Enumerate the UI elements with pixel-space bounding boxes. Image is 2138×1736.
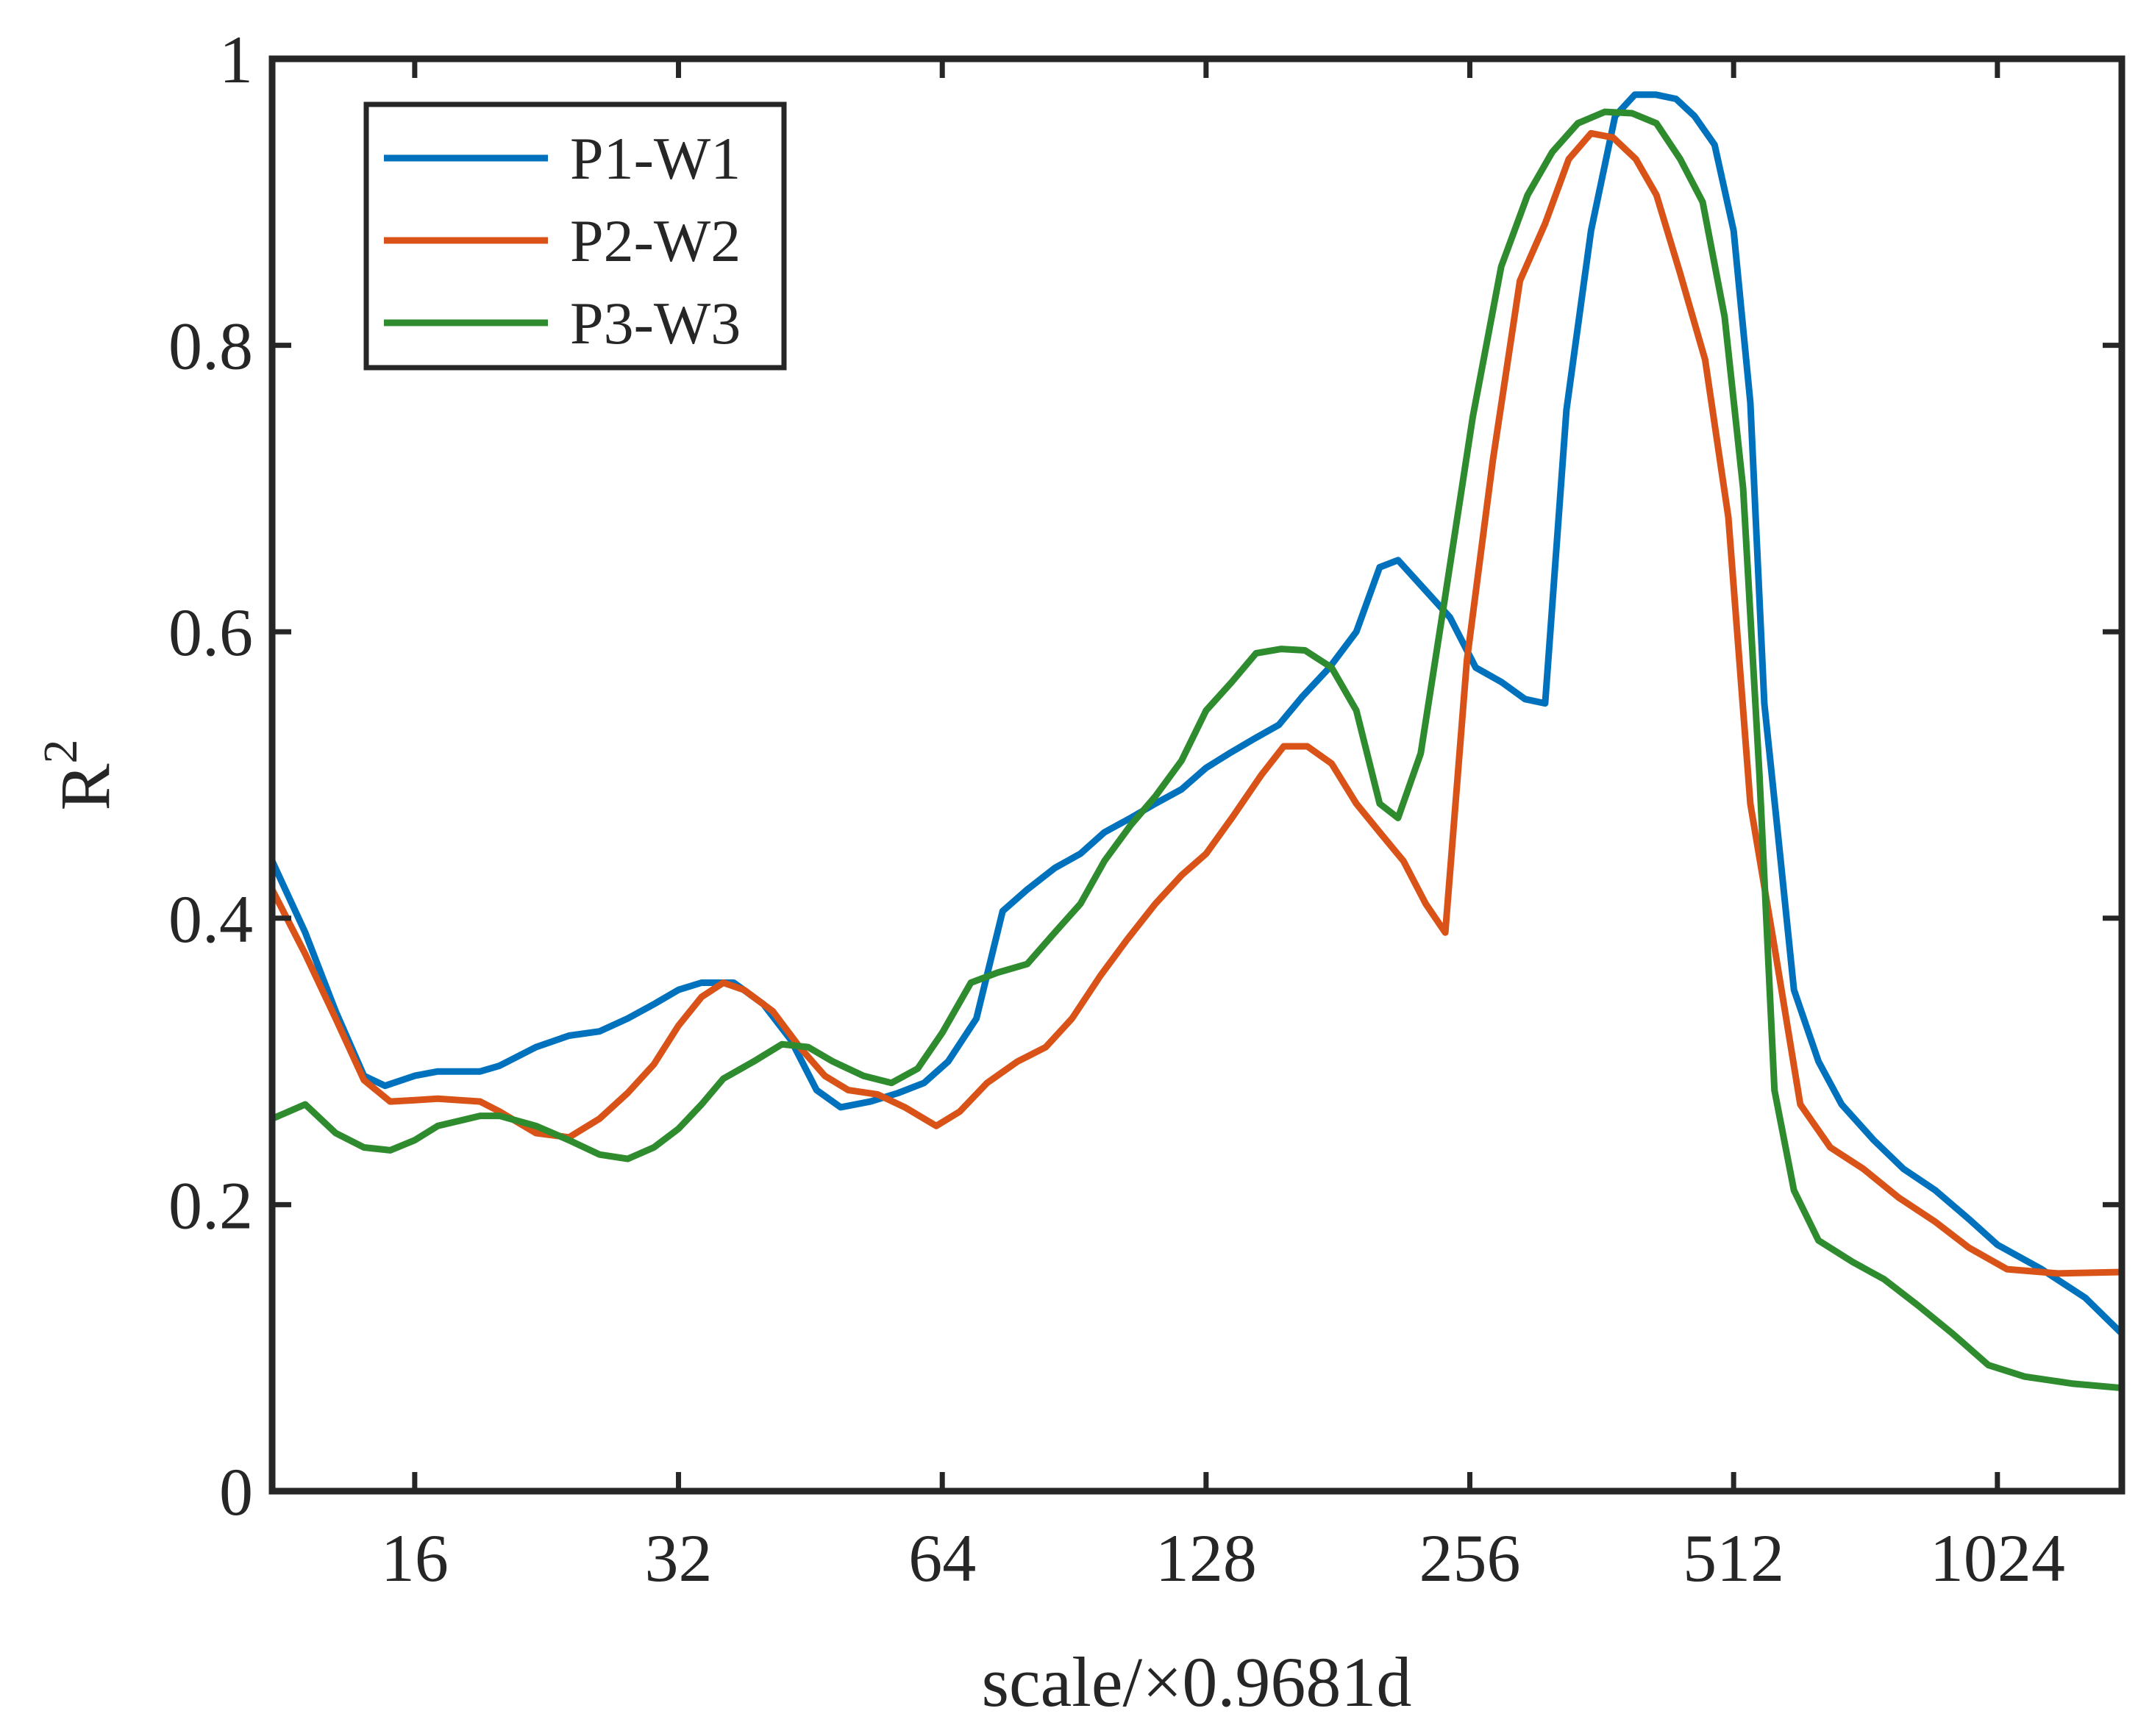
x-tick-label-512: 512 [1683,1521,1784,1596]
y-axis-label: R2 [34,739,124,810]
y-axis-label-base: R [46,763,124,810]
y-tick-label-0.8: 0.8 [168,309,253,384]
legend-label-p1-w1: P1-W1 [570,125,741,192]
y-tick-label-0: 0 [219,1454,253,1529]
x-tick-label-64: 64 [908,1521,976,1596]
axis-tick-labels: 16 32 64 128 256 512 1024 0 0.2 0.4 0.6 0.8 1 [168,22,2065,1596]
y-tick-label-0.4: 0.4 [168,882,253,957]
x-tick-label-256: 256 [1419,1521,1521,1596]
axis-ticks [272,56,2122,1494]
y-tick-label-1: 1 [219,22,253,97]
y-tick-label-0.2: 0.2 [168,1168,253,1243]
legend: P1-W1 P2-W2 P3-W3 [363,101,787,371]
series-line-p2-w2 [268,129,2125,1277]
x-tick-label-32: 32 [645,1521,713,1596]
legend-label-p2-w2: P2-W2 [570,207,741,274]
y-axis-label-superscript: 2 [34,739,88,763]
series-line-p1-w1 [268,91,2125,1337]
x-tick-label-1024: 1024 [1930,1521,2065,1596]
y-tick-label-0.6: 0.6 [168,595,253,670]
x-tick-label-128: 128 [1155,1521,1257,1596]
svg-text:R2: R2 [34,739,124,810]
series-lines [268,91,2125,1392]
x-tick-label-16: 16 [381,1521,449,1596]
x-axis-label: scale/×0.9681d [982,1643,1412,1721]
legend-label-p3-w3: P3-W3 [570,290,741,357]
legend-items: P1-W1 P2-W2 P3-W3 [384,125,741,357]
plot-frame [268,55,2125,1495]
series-line-p3-w3 [268,108,2125,1392]
